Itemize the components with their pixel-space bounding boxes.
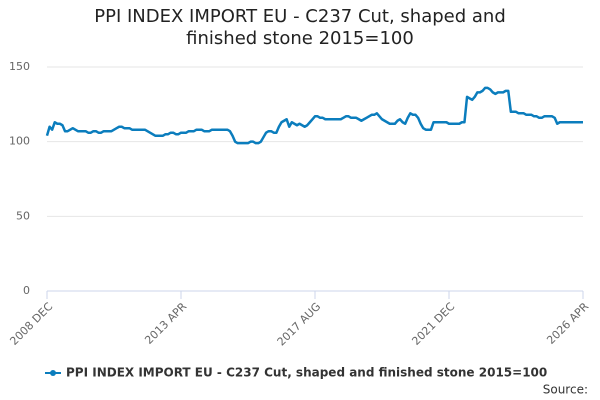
x-tick-label: 2021 DEC: [409, 300, 457, 348]
y-tick-label: 0: [23, 284, 30, 297]
x-tick-label: 2008 DEC: [7, 300, 55, 348]
x-tick-label: 2013 APR: [142, 300, 189, 347]
data-line: [45, 86, 583, 145]
y-tick-label: 100: [9, 135, 30, 148]
legend-label: PPI INDEX IMPORT EU - C237 Cut, shaped a…: [66, 366, 547, 380]
y-tick-label: 150: [9, 60, 30, 73]
source: Source:: [543, 383, 588, 397]
y-tick-label: 50: [16, 209, 30, 222]
x-tick-label: 2026 APR: [544, 300, 591, 347]
chart-title: PPI INDEX IMPORT EU - C237 Cut, shaped a…: [94, 6, 506, 49]
x-tick-label: 2017 AUG: [275, 300, 324, 349]
legend-marker: [50, 370, 56, 376]
